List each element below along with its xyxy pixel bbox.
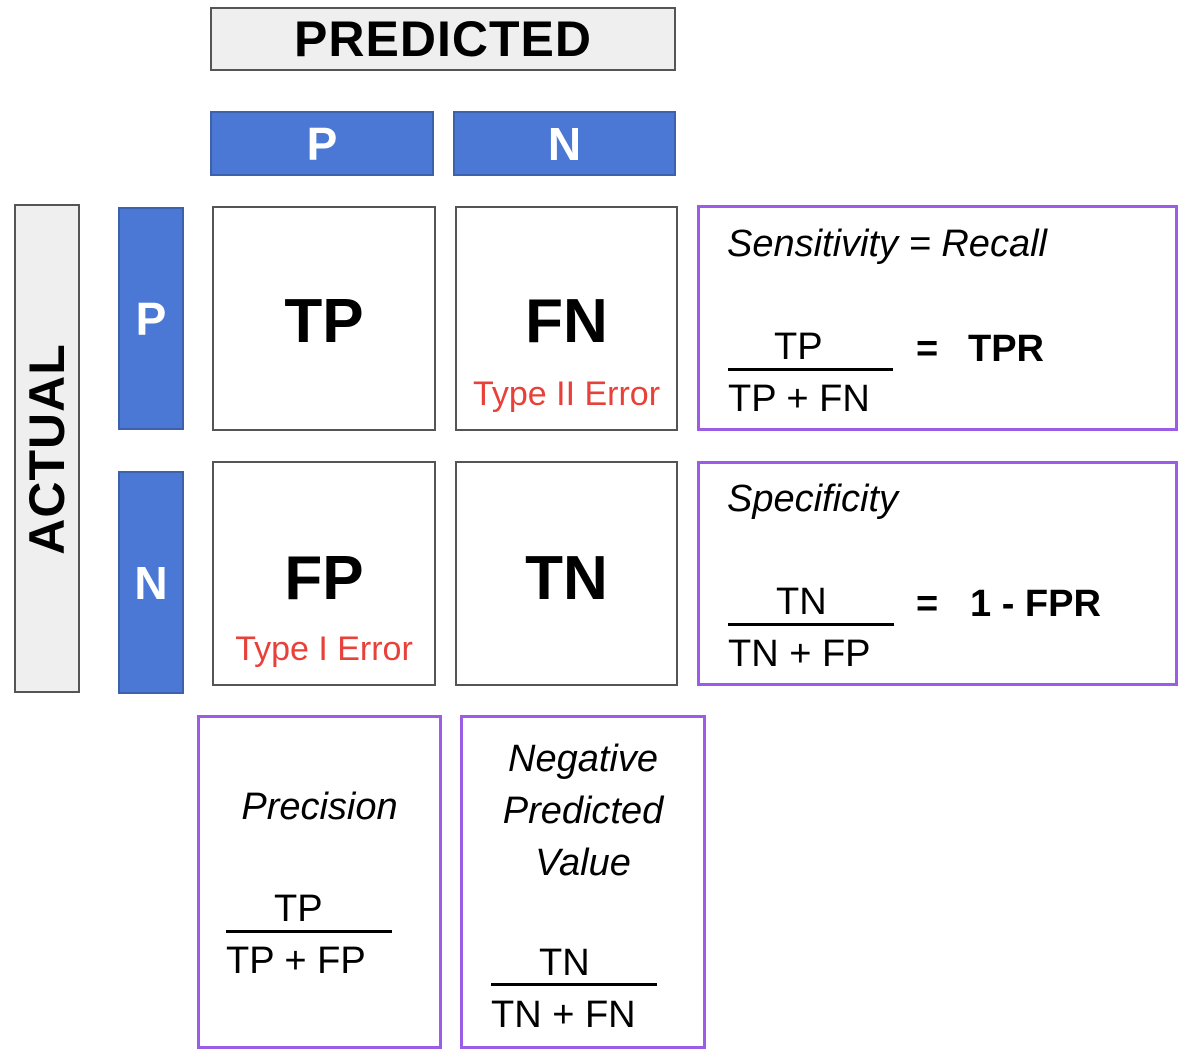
actual-header-label: ACTUAL <box>19 342 75 555</box>
column-label-negative: N <box>453 111 676 176</box>
npv-denominator: TN + FN <box>491 994 636 1036</box>
predicted-header: PREDICTED <box>210 7 676 71</box>
npv-title-line-1: Negative <box>508 738 658 780</box>
precision-denominator: TP + FP <box>226 940 366 982</box>
precision-title: Precision <box>241 786 398 828</box>
npv-box: Negative Predicted Value TN TN + FN <box>460 715 706 1049</box>
row-label-negative: N <box>118 471 184 694</box>
type-ii-error-label: Type II Error <box>472 375 661 413</box>
npv-numerator: TN <box>539 942 590 984</box>
specificity-result: 1 - FPR <box>970 583 1101 625</box>
sensitivity-fraction-bar <box>728 368 893 371</box>
sensitivity-denominator: TP + FN <box>728 378 870 420</box>
precision-numerator: TP <box>274 888 323 930</box>
specificity-numerator: TN <box>776 581 827 623</box>
row-label-positive: P <box>118 207 184 430</box>
sensitivity-equals: = <box>916 328 939 370</box>
actual-header: ACTUAL <box>14 204 80 693</box>
npv-title-line-2: Predicted <box>502 790 664 832</box>
specificity-denominator: TN + FP <box>728 633 871 675</box>
cell-true-positive: TP <box>212 206 436 431</box>
specificity-fraction-bar <box>728 623 894 626</box>
npv-title-line-3: Value <box>535 842 631 884</box>
precision-box: Precision TP TP + FP <box>197 715 442 1049</box>
cell-fp-label: FP <box>284 544 364 613</box>
precision-fraction-bar <box>226 930 392 933</box>
type-i-error-label: Type I Error <box>235 630 413 668</box>
cell-false-positive: FP Type I Error <box>212 461 436 686</box>
sensitivity-numerator: TP <box>774 326 823 368</box>
predicted-header-label: PREDICTED <box>294 11 592 67</box>
cell-tp-label: TP <box>284 287 364 356</box>
cell-true-negative: TN <box>455 461 678 686</box>
cell-false-negative: FN Type II Error <box>455 206 678 431</box>
specificity-equals: = <box>916 583 939 625</box>
cell-fn-label: FN <box>525 287 608 356</box>
sensitivity-title: Sensitivity = Recall <box>727 223 1047 265</box>
sensitivity-result: TPR <box>968 328 1044 370</box>
cell-tn-label: TN <box>525 544 608 613</box>
column-label-positive: P <box>210 111 434 176</box>
npv-title: Negative Predicted Value <box>463 733 703 889</box>
sensitivity-box: Sensitivity = Recall TP TP + FN = TPR <box>697 205 1178 431</box>
specificity-title: Specificity <box>727 478 899 520</box>
npv-fraction-bar <box>491 983 657 986</box>
specificity-box: Specificity TN TN + FP = 1 - FPR <box>697 461 1178 686</box>
